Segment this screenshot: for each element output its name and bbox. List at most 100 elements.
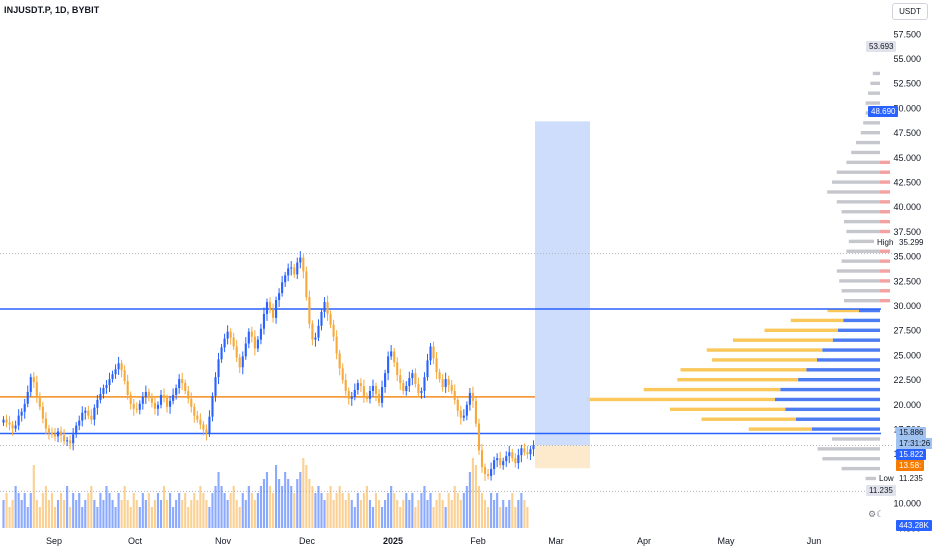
candle-body (205, 429, 208, 434)
currency-selector[interactable]: USDT (892, 3, 928, 20)
high-label: High (874, 237, 897, 248)
vp-bar-red (880, 200, 890, 204)
vp-bar-down (706, 348, 823, 352)
volume-bar (81, 507, 84, 528)
volume-bar (368, 500, 372, 528)
candle-body (211, 395, 214, 417)
volume-bar (178, 493, 181, 528)
volume-tag: 443.28K (896, 520, 932, 531)
volume-bar (496, 493, 499, 528)
time-tick-label: Mar (548, 536, 564, 546)
volume-bar (159, 500, 163, 528)
candle-body (278, 293, 281, 301)
settings-moon-icon[interactable]: ⚙☾ (868, 509, 885, 519)
volume-bar (226, 500, 229, 528)
volume-bar (56, 500, 60, 528)
volume-bar (329, 486, 332, 528)
volume-bar (20, 500, 23, 528)
volume-bar (381, 507, 384, 528)
volume-bar (190, 500, 193, 528)
candle-body (226, 331, 229, 339)
candle-body (450, 385, 453, 391)
candle-body (447, 379, 450, 386)
vp-bar-gray (848, 239, 880, 244)
candle-body (75, 425, 78, 435)
vp-bar-gray (844, 219, 880, 224)
volume-bar (465, 486, 468, 528)
volume-bar (387, 493, 390, 528)
volume-bar (132, 493, 135, 528)
vp-bar-gray (844, 298, 880, 303)
candle-body (532, 445, 535, 450)
vp-bar-up (822, 348, 880, 352)
vp-bar-down (790, 318, 844, 323)
candle-body (69, 440, 72, 444)
vp-bar-red (880, 160, 890, 165)
candle-body (514, 458, 517, 464)
candle-body (293, 267, 296, 275)
volume-bars (2, 458, 529, 528)
volume-bar (129, 507, 132, 528)
volume-bar (405, 493, 408, 528)
candle-body (508, 452, 511, 457)
candle-body (368, 390, 372, 399)
candle-body (499, 458, 502, 466)
candle-body (329, 313, 332, 325)
candle-body (408, 378, 411, 387)
price-tick-label: 32.500 (893, 276, 921, 286)
candle-body (108, 379, 111, 386)
volume-bar (299, 472, 302, 528)
volume-bar (253, 500, 256, 528)
candle-body (362, 386, 365, 396)
candle-body (335, 336, 338, 354)
candle-body (14, 425, 17, 429)
volume-bar (414, 507, 417, 528)
candle-body (281, 282, 284, 294)
volume-bar (217, 472, 220, 528)
candle-body (78, 420, 81, 426)
candle-body (353, 389, 356, 397)
candle-body (493, 460, 496, 470)
candle-body (165, 397, 169, 407)
candle-body (429, 346, 432, 361)
candle-body (265, 302, 269, 314)
vp-bar-red (880, 210, 890, 214)
candle-body (305, 271, 308, 298)
candle-body (172, 394, 175, 401)
volume-bar (172, 507, 175, 528)
candle-body (374, 386, 378, 394)
volume-bar (59, 493, 63, 528)
volume-bar (44, 486, 47, 528)
candle-body (41, 406, 44, 419)
volume-bar (517, 500, 520, 528)
candle-body (529, 449, 532, 455)
volume-bar (323, 500, 326, 528)
vp-bar-down (748, 427, 812, 431)
volume-bar (193, 493, 196, 528)
candle-body (238, 357, 241, 368)
candle-body (102, 388, 105, 394)
candle-body (520, 448, 523, 456)
volume-bar (259, 486, 262, 528)
candle-body (399, 375, 402, 384)
candle-body (90, 415, 93, 420)
candle-body (129, 394, 132, 404)
candle-body (187, 390, 190, 399)
candle-body (462, 415, 465, 418)
vp-bar-gray (839, 279, 880, 283)
candle-body (405, 386, 408, 391)
vp-bar-down (677, 378, 799, 382)
volume-bar (199, 486, 202, 528)
price-tick-label: 20.000 (893, 400, 921, 410)
volume-bar (268, 486, 272, 528)
candle-body (117, 363, 120, 370)
price-tick-label: 45.000 (893, 153, 921, 163)
candle-body (53, 434, 57, 437)
volume-bar (493, 500, 496, 528)
time-tick-label: Feb (470, 536, 486, 546)
volume-bar (2, 500, 5, 528)
volume-bar (123, 486, 126, 528)
last-price-tag: 15.886 (896, 427, 927, 438)
candle-body (444, 379, 447, 388)
